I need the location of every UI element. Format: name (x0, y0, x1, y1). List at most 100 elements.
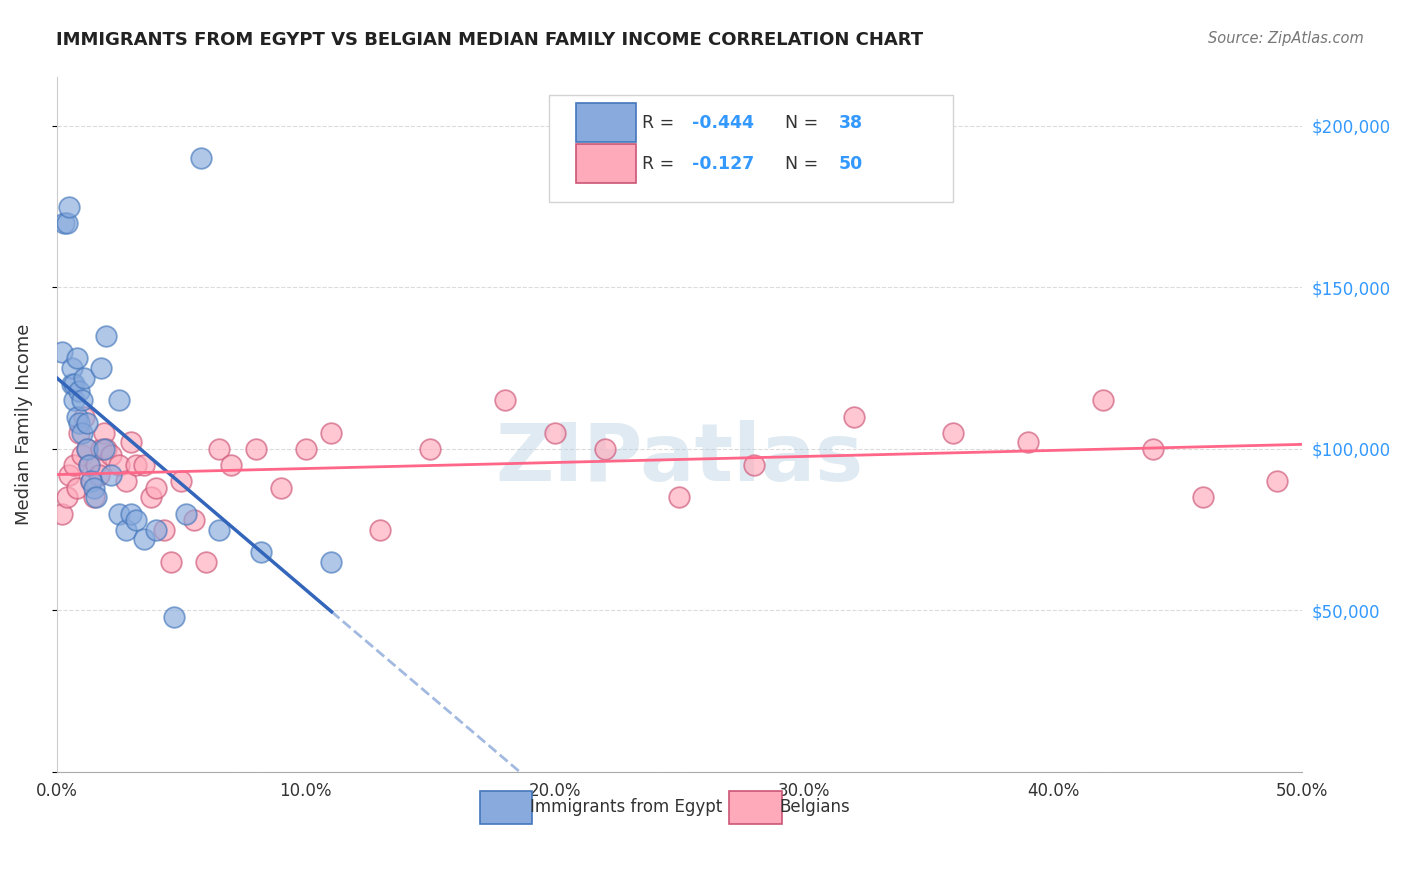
Point (77, 458, 100, 472)
Point (83, 491, 105, 505)
FancyBboxPatch shape (576, 145, 636, 183)
Point (55, 216, 77, 230)
Point (108, 458, 131, 472)
Point (163, 610, 186, 624)
Point (174, 507, 197, 521)
Point (70, 425, 93, 440)
Point (145, 523, 167, 537)
Point (55, 491, 77, 505)
Point (145, 481, 167, 495)
Point (65, 409, 87, 424)
Point (270, 481, 292, 495)
Point (1091, 393, 1114, 408)
Point (96, 329, 118, 343)
Point (942, 425, 965, 440)
Point (195, 555, 218, 569)
Point (183, 513, 205, 527)
Text: R =: R = (643, 113, 679, 132)
Point (1017, 435, 1039, 450)
Point (63, 393, 86, 408)
Text: 50: 50 (839, 154, 863, 172)
FancyBboxPatch shape (479, 790, 533, 824)
Point (96, 442, 118, 456)
Point (80, 475, 103, 489)
Point (86, 491, 108, 505)
Text: IMMIGRANTS FROM EGYPT VS BELGIAN MEDIAN FAMILY INCOME CORRELATION CHART: IMMIGRANTS FROM EGYPT VS BELGIAN MEDIAN … (56, 31, 924, 49)
Point (370, 523, 392, 537)
FancyBboxPatch shape (730, 790, 782, 824)
Point (65, 481, 87, 495)
Point (115, 475, 138, 489)
Point (170, 475, 193, 489)
Point (93, 442, 115, 456)
Text: N =: N = (786, 154, 824, 172)
FancyBboxPatch shape (576, 103, 636, 142)
Point (90, 361, 112, 376)
Point (70, 393, 93, 408)
Point (132, 533, 155, 547)
Point (108, 507, 131, 521)
Point (207, 442, 229, 456)
Point (842, 409, 865, 424)
Point (1142, 442, 1164, 456)
Point (73, 409, 96, 424)
Point (67, 425, 90, 440)
Point (67, 384, 90, 398)
Point (76, 416, 98, 430)
Text: -0.127: -0.127 (692, 154, 754, 172)
Point (125, 513, 148, 527)
Text: 38: 38 (839, 113, 863, 132)
Point (63, 458, 86, 472)
Text: Belgians: Belgians (779, 797, 849, 815)
Point (76, 442, 98, 456)
Text: R =: R = (643, 154, 679, 172)
Point (219, 458, 242, 472)
Point (544, 425, 567, 440)
Point (141, 491, 163, 505)
Point (419, 442, 441, 456)
Point (125, 458, 148, 472)
Point (70, 449, 93, 463)
Point (319, 555, 342, 569)
Point (494, 393, 516, 408)
Point (132, 458, 155, 472)
Point (1265, 475, 1288, 489)
Point (58, 467, 80, 482)
Text: -0.444: -0.444 (692, 113, 754, 132)
Point (80, 475, 103, 489)
Text: ZIPatlas: ZIPatlas (495, 420, 863, 499)
Text: N =: N = (786, 113, 824, 132)
Point (58, 200, 80, 214)
Point (319, 425, 342, 440)
Point (120, 435, 142, 450)
Point (100, 449, 122, 463)
Point (245, 442, 267, 456)
Point (250, 545, 273, 559)
Point (77, 458, 100, 472)
Point (93, 425, 115, 440)
Point (160, 555, 183, 569)
Point (51, 345, 73, 359)
Point (190, 151, 212, 165)
Point (593, 442, 616, 456)
Point (90, 442, 112, 456)
Point (73, 371, 96, 385)
Point (152, 523, 174, 537)
Point (60, 361, 83, 376)
Point (668, 491, 690, 505)
Point (83, 481, 105, 495)
Text: Immigrants from Egypt: Immigrants from Egypt (530, 797, 723, 815)
Point (76, 442, 98, 456)
Text: Source: ZipAtlas.com: Source: ZipAtlas.com (1208, 31, 1364, 46)
Point (87, 467, 110, 482)
Point (86, 458, 108, 472)
Point (51, 507, 73, 521)
Point (108, 393, 131, 408)
Point (67, 416, 90, 430)
Point (100, 467, 122, 482)
Point (120, 507, 142, 521)
Point (60, 377, 83, 392)
Point (63, 377, 86, 392)
Point (1191, 491, 1213, 505)
Y-axis label: Median Family Income: Median Family Income (15, 324, 32, 525)
